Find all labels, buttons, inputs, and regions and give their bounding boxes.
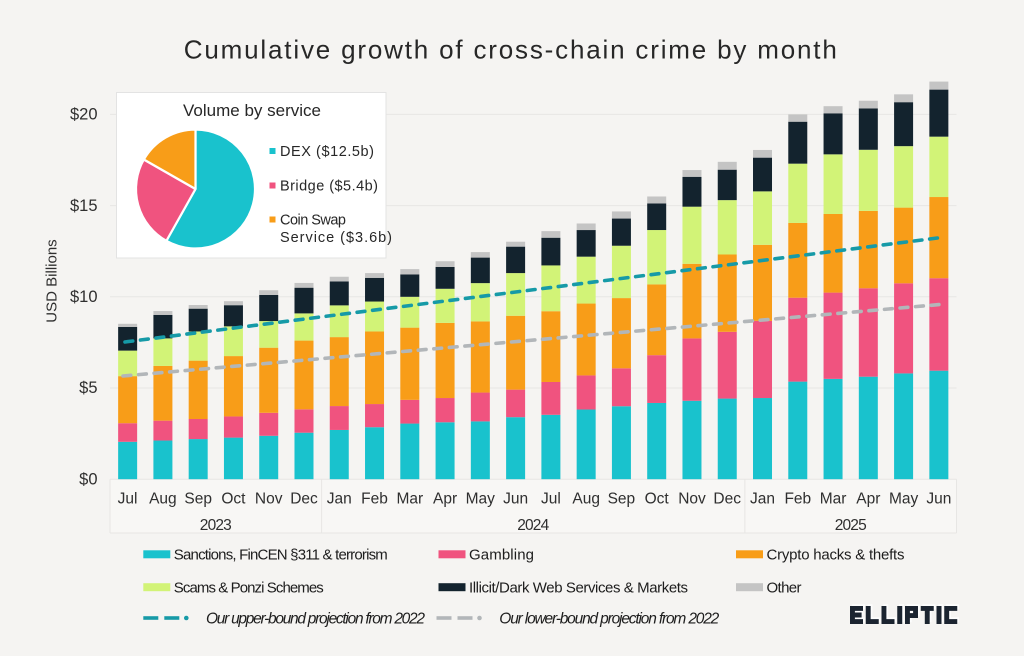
- svg-text:Other: Other: [767, 580, 802, 597]
- svg-text:Gambling: Gambling: [469, 547, 534, 564]
- svg-text:Sanctions, FinCEN §311 & terro: Sanctions, FinCEN §311 & terrorism: [174, 547, 388, 564]
- svg-text:Scams & Ponzi Schemes: Scams & Ponzi Schemes: [174, 580, 324, 597]
- svg-text:$20: $20: [70, 106, 98, 124]
- svg-text:Jun: Jun: [926, 491, 951, 508]
- svg-text:$5: $5: [79, 379, 97, 397]
- svg-text:$15: $15: [70, 197, 98, 215]
- svg-text:Jan: Jan: [750, 491, 775, 508]
- svg-text:DEX ($12.5b): DEX ($12.5b): [280, 144, 374, 160]
- svg-text:Oct: Oct: [221, 491, 246, 508]
- svg-text:Crypto hacks & thefts: Crypto hacks & thefts: [767, 547, 905, 564]
- svg-text:Our upper-bound projection fro: Our upper-bound projection from 2022: [206, 611, 425, 628]
- svg-text:May: May: [889, 491, 919, 508]
- svg-text:Mar: Mar: [820, 491, 847, 508]
- svg-text:2023: 2023: [200, 517, 232, 534]
- svg-text:2024: 2024: [517, 517, 549, 534]
- svg-text:Jul: Jul: [541, 491, 561, 508]
- svg-text:Apr: Apr: [856, 491, 880, 508]
- svg-text:Oct: Oct: [645, 491, 670, 508]
- svg-text:$0: $0: [79, 470, 97, 488]
- svg-text:Dec: Dec: [713, 491, 741, 508]
- svg-text:Our lower-bound projection fro: Our lower-bound projection from 2022: [499, 611, 719, 628]
- svg-text:Aug: Aug: [572, 491, 600, 508]
- svg-text:Feb: Feb: [361, 491, 388, 508]
- svg-text:$10: $10: [70, 288, 98, 306]
- svg-text:Jun: Jun: [503, 491, 528, 508]
- svg-text:Jul: Jul: [118, 491, 138, 508]
- svg-text:Nov: Nov: [678, 491, 706, 508]
- svg-text:Feb: Feb: [784, 491, 811, 508]
- svg-text:Mar: Mar: [396, 491, 423, 508]
- svg-text:Service ($3.6b): Service ($3.6b): [280, 230, 392, 246]
- svg-text:Cumulative growth of cross-cha: Cumulative growth of cross-chain crime b…: [184, 35, 837, 65]
- svg-text:Jan: Jan: [327, 491, 352, 508]
- svg-text:Bridge ($5.4b): Bridge ($5.4b): [280, 179, 378, 195]
- svg-text:Nov: Nov: [255, 491, 283, 508]
- svg-text:USD Billions: USD Billions: [44, 239, 61, 322]
- svg-text:May: May: [466, 491, 496, 508]
- svg-text:Sep: Sep: [184, 491, 212, 508]
- svg-text:Apr: Apr: [433, 491, 457, 508]
- svg-text:Dec: Dec: [290, 491, 318, 508]
- svg-text:2025: 2025: [835, 517, 867, 534]
- svg-text:Aug: Aug: [149, 491, 177, 508]
- svg-text:Coin Swap: Coin Swap: [280, 213, 346, 229]
- svg-text:Volume by service: Volume by service: [183, 101, 321, 120]
- svg-text:Sep: Sep: [608, 491, 636, 508]
- svg-text:Illicit/Dark Web Services & Ma: Illicit/Dark Web Services & Markets: [469, 580, 688, 597]
